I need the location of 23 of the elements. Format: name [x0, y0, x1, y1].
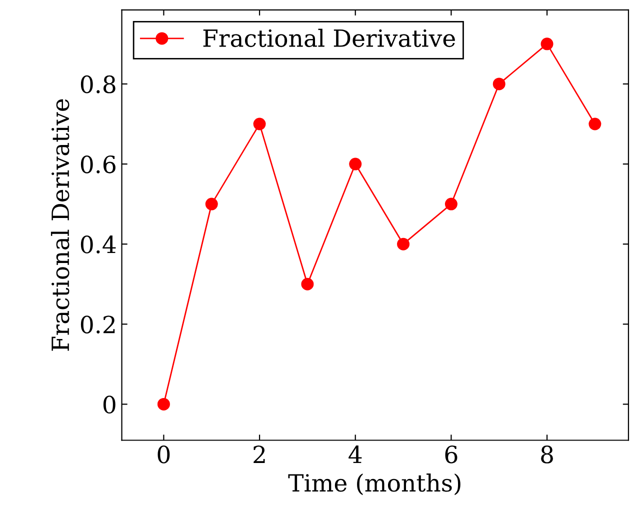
- y-tick-label: 0: [103, 396, 116, 414]
- point: [492, 78, 506, 90]
- y-tick-label: 0.4: [80, 236, 116, 254]
- point: [157, 398, 170, 410]
- point: [349, 158, 362, 170]
- x-tick-label: 2: [254, 446, 265, 464]
- y-tick-label: 0.6: [80, 155, 116, 174]
- x-tick-label: 8: [541, 446, 553, 464]
- point: [540, 38, 554, 50]
- y-tick-label: 0.2: [80, 316, 115, 334]
- legend-label: Fractional Derivative: [203, 28, 455, 48]
- point: [253, 118, 266, 130]
- point: [301, 278, 314, 290]
- point: [397, 238, 410, 250]
- y-axis-title: Fractional Derivative: [50, 99, 70, 351]
- point: [588, 118, 602, 130]
- x-tick-label: 4: [348, 446, 362, 464]
- point: [205, 198, 218, 210]
- x-tick-label: 0: [158, 446, 170, 464]
- x-axis-title: Time (months): [288, 474, 460, 496]
- point: [444, 198, 458, 210]
- x-tick-label: 6: [445, 446, 458, 464]
- y-tick-label: 0.8: [80, 75, 116, 94]
